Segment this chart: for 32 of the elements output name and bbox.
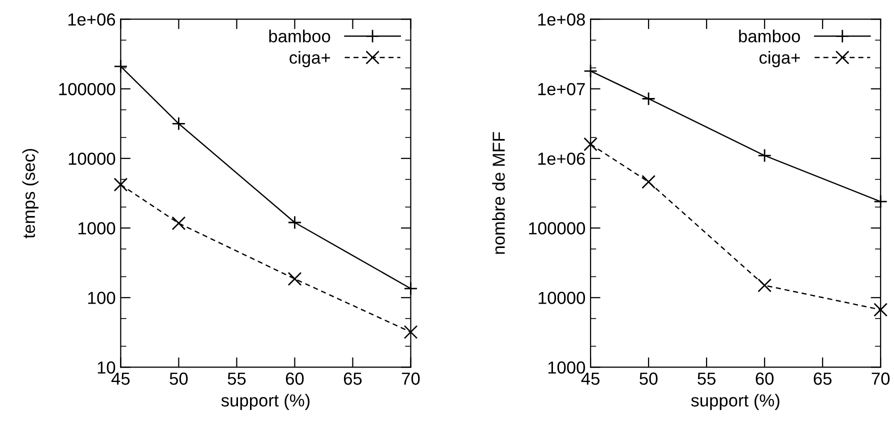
x-tick-label: 45 [111,372,130,385]
x-tick-label: 50 [640,372,658,385]
y-tick-label: 100 [88,292,116,304]
y-tick-label: 1e+06 [538,152,585,165]
x-tick-label: 65 [814,372,832,385]
x-tick-label: 55 [228,372,246,385]
x-axis-title: support (%) [221,394,310,410]
y-tick-label: 10000 [538,292,586,304]
y-axis-title: temps (sec) [22,148,38,238]
legend-label: bamboo [269,30,330,42]
y-tick-label: 1000 [548,361,586,374]
y-axis-title: nombre de MFF [492,132,505,254]
legend-label: ciga+ [290,51,330,68]
x-tick-label: 70 [402,372,420,385]
y-tick-label: 1e+07 [538,82,585,96]
x-tick-label: 50 [170,372,188,385]
y-tick-label: 100000 [59,82,116,96]
x-tick-label: 45 [581,372,600,385]
x-tick-label: 55 [698,372,716,385]
x-tick-label: 65 [344,372,362,385]
x-tick-label: 60 [286,372,304,385]
x-axis-title: support (%) [691,394,780,410]
y-tick-label: 1e+08 [538,13,585,26]
legend-label: ciga+ [759,51,800,68]
legend-label: bamboo [739,30,800,42]
y-tick-label: 10 [98,361,116,374]
y-tick-label: 1000 [78,222,116,234]
y-tick-label: 100000 [529,222,586,234]
y-tick-label: 10000 [68,152,116,165]
x-tick-label: 60 [756,372,774,385]
y-tick-label: 1e+06 [68,13,116,26]
x-tick-label: 70 [872,372,890,385]
